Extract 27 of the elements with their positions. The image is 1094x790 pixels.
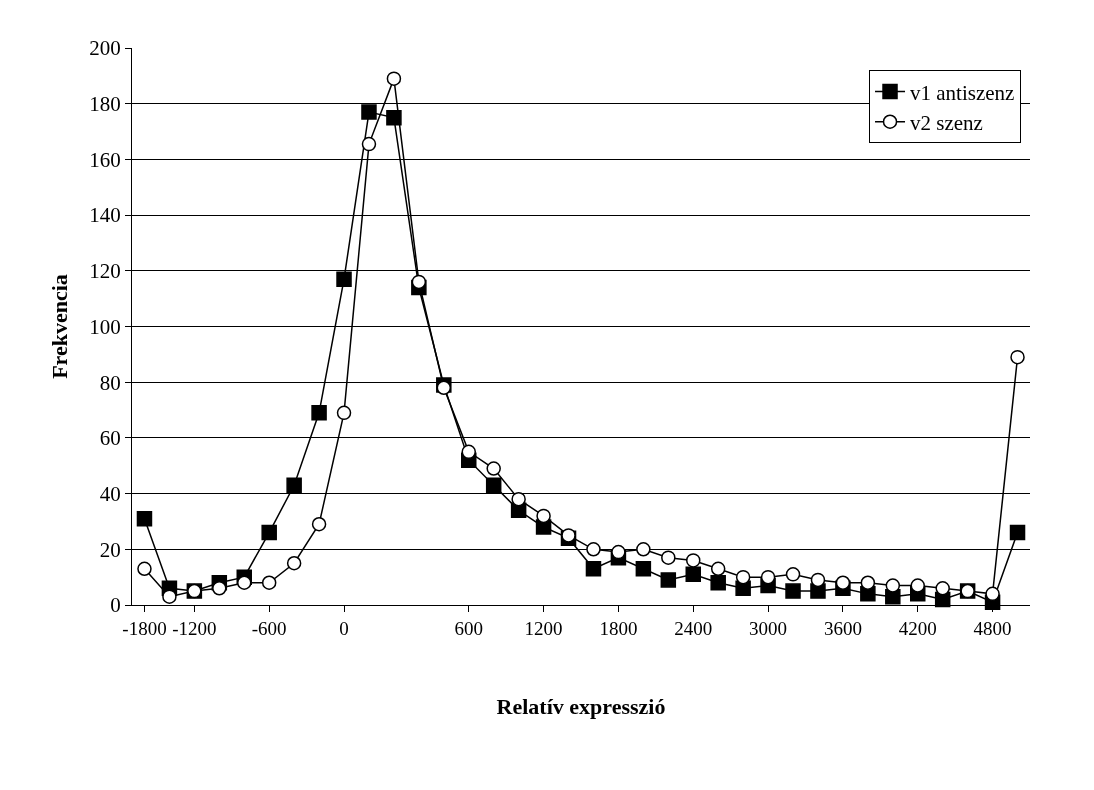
x-tick-label: 4800 — [973, 617, 1012, 639]
x-tick-label: 0 — [339, 617, 349, 639]
y-tick-label: 60 — [99, 426, 121, 451]
x-tick-label: 600 — [454, 617, 483, 639]
x-tick-label: 1200 — [524, 617, 563, 639]
y-axis-title: Frekvencia — [47, 274, 73, 379]
legend-label: v2 szenz — [910, 110, 983, 135]
legend-label: v1 antiszenz — [910, 80, 1015, 105]
x-tick-label: -1200 — [172, 617, 217, 639]
x-tick-label: 3000 — [749, 617, 788, 639]
y-tick-label: 200 — [89, 36, 121, 61]
x-tick-label: -600 — [251, 617, 287, 639]
y-tick-label: 20 — [99, 537, 121, 562]
y-tick-label: 160 — [89, 147, 121, 172]
y-tick-label: 80 — [99, 370, 121, 395]
x-axis-title: Relatív expresszió — [496, 693, 666, 719]
x-tick-label: 2400 — [674, 617, 713, 639]
y-tick-label: 40 — [99, 481, 121, 506]
y-tick-label: 0 — [110, 593, 121, 618]
x-tick-label: 1800 — [599, 617, 638, 639]
x-tick-label: -1800 — [122, 617, 167, 639]
y-tick-label: 140 — [89, 203, 121, 228]
y-tick-label: 180 — [89, 92, 121, 117]
y-tick-label: 120 — [89, 259, 121, 284]
y-tick-label: 100 — [89, 314, 121, 339]
x-tick-label: 3600 — [823, 617, 862, 639]
x-tick-label: 4200 — [898, 617, 937, 639]
